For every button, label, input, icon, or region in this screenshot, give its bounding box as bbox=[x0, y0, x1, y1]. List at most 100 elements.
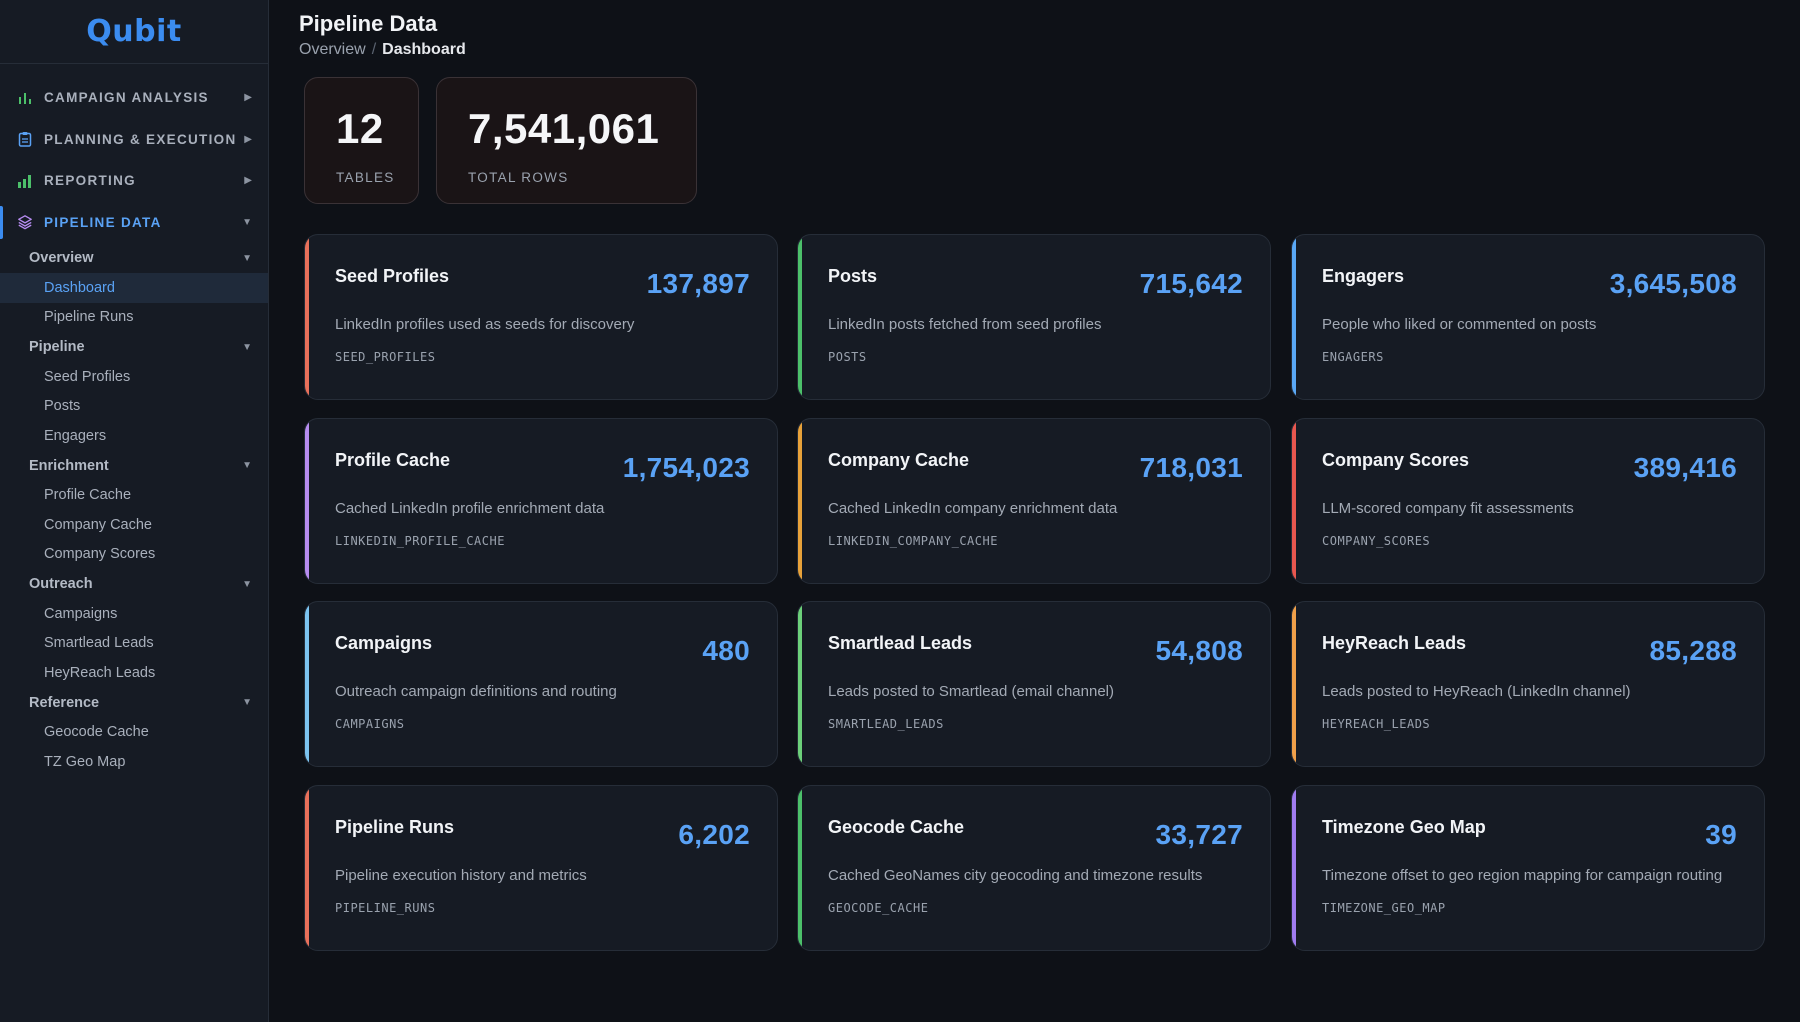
page-title: Pipeline Data bbox=[299, 11, 438, 36]
card-title: Seed Profiles bbox=[335, 266, 450, 286]
table-card[interactable]: Company Cache 718,031 Cached LinkedIn comp… bbox=[797, 418, 1271, 584]
card-header: Timezone Geo Map 39 bbox=[1322, 816, 1737, 851]
nav-group-outreach[interactable]: Outreach ▼ bbox=[0, 569, 268, 599]
caret-down-icon: ▼ bbox=[242, 697, 252, 708]
card-row-count: 137,897 bbox=[646, 268, 750, 299]
nav-item-company-cache[interactable]: Company Cache bbox=[44, 516, 152, 533]
table-card[interactable]: Geocode Cache 33,727 Cached GeoNames city … bbox=[797, 785, 1271, 951]
clipboard-icon bbox=[17, 131, 33, 147]
card-header: Campaigns 480 bbox=[335, 632, 750, 667]
card-description: Outreach campaign definitions and routin… bbox=[335, 683, 617, 700]
table-card[interactable]: Posts 715,642 LinkedIn posts fetched from … bbox=[797, 234, 1271, 400]
card-description: LLM-scored company fit assessments bbox=[1322, 500, 1574, 517]
card-title: Engagers bbox=[1322, 266, 1405, 286]
card-title: HeyReach Leads bbox=[1322, 633, 1467, 653]
nav-section-planning-execution[interactable]: PLANNING & EXECUTION ▶ bbox=[0, 119, 268, 161]
card-header: Company Scores 389,416 bbox=[1322, 449, 1737, 484]
card-row-count: 389,416 bbox=[1633, 452, 1737, 483]
nav-section-label: PIPELINE DATA bbox=[44, 214, 162, 230]
nav-group-overview[interactable]: Overview ▼ bbox=[0, 243, 268, 273]
card-description: LinkedIn posts fetched from seed profile… bbox=[828, 316, 1102, 333]
card-header: Engagers 3,645,508 bbox=[1322, 265, 1737, 300]
nav-section-pipeline-data[interactable]: PIPELINE DATA ▼ bbox=[0, 202, 268, 244]
card-description: Cached GeoNames city geocoding and timez… bbox=[828, 867, 1203, 884]
nav-group-label: Enrichment bbox=[29, 457, 109, 474]
stat-tables: 12 TABLES bbox=[304, 77, 419, 204]
stat-label: TOTAL ROWS bbox=[468, 170, 569, 185]
nav-group-reference[interactable]: Reference ▼ bbox=[0, 688, 268, 718]
card-table-name: SEED_PROFILES bbox=[335, 350, 436, 364]
card-title: Smartlead Leads bbox=[828, 633, 973, 653]
nav-item-tz-geo-map[interactable]: TZ Geo Map bbox=[44, 753, 126, 770]
logo[interactable]: Qubit bbox=[0, 0, 268, 64]
card-description: Pipeline execution history and metrics bbox=[335, 867, 587, 884]
nav-item-posts[interactable]: Posts bbox=[44, 398, 81, 415]
logo-rest: ubit bbox=[112, 14, 182, 49]
card-row-count: 3,645,508 bbox=[1609, 268, 1737, 299]
table-card[interactable]: Smartlead Leads 54,808 Leads posted to Sma… bbox=[797, 601, 1271, 767]
card-table-name: TIMEZONE_GEO_MAP bbox=[1322, 901, 1446, 915]
nav-item-geocode-cache[interactable]: Geocode Cache bbox=[44, 724, 149, 741]
card-description: LinkedIn profiles used as seeds for disc… bbox=[335, 316, 635, 333]
caret-down-icon: ▼ bbox=[242, 216, 252, 228]
nav-item-campaigns[interactable]: Campaigns bbox=[44, 605, 118, 622]
card-table-name: LINKEDIN_COMPANY_CACHE bbox=[828, 534, 998, 548]
nav-item-seed-profiles[interactable]: Seed Profiles bbox=[44, 368, 131, 385]
nav-item-dashboard[interactable]: Dashboard bbox=[0, 273, 268, 303]
table-card[interactable]: Engagers 3,645,508 People who liked or com… bbox=[1291, 234, 1765, 400]
card-title: Timezone Geo Map bbox=[1322, 817, 1486, 837]
card-title: Posts bbox=[828, 266, 878, 286]
card-title: Company Cache bbox=[828, 450, 970, 470]
table-card[interactable]: Campaigns 480 Outreach campaign definition… bbox=[304, 601, 778, 767]
nav-section-campaign-analysis[interactable]: CAMPAIGN ANALYSIS ▶ bbox=[0, 77, 268, 119]
table-card[interactable]: Pipeline Runs 6,202 Pipeline execution his… bbox=[304, 785, 778, 951]
table-card[interactable]: Seed Profiles 137,897 LinkedIn profiles us… bbox=[304, 234, 778, 400]
nav-item-smartlead-leads[interactable]: Smartlead Leads bbox=[44, 635, 154, 652]
logo-text: Qubit bbox=[86, 14, 181, 49]
card-row-count: 33,727 bbox=[1155, 819, 1243, 850]
nav-section-label: PLANNING & EXECUTION bbox=[44, 131, 237, 147]
stat-value: 7,541,061 bbox=[468, 105, 660, 152]
card-header: Smartlead Leads 54,808 bbox=[828, 632, 1243, 667]
nav-group-enrichment[interactable]: Enrichment ▼ bbox=[0, 451, 268, 481]
nav-item-profile-cache[interactable]: Profile Cache bbox=[44, 487, 132, 504]
nav-item-pipeline-runs[interactable]: Pipeline Runs bbox=[44, 309, 134, 326]
stat-label: TABLES bbox=[336, 170, 395, 185]
breadcrumb-current: Dashboard bbox=[382, 41, 466, 58]
breadcrumb-separator: / bbox=[371, 41, 377, 58]
card-header: Profile Cache 1,754,023 bbox=[335, 449, 750, 484]
table-card[interactable]: Timezone Geo Map 39 Timezone offset to geo… bbox=[1291, 785, 1765, 951]
card-header: Posts 715,642 bbox=[828, 265, 1243, 300]
table-card[interactable]: HeyReach Leads 85,288 Leads posted to HeyR… bbox=[1291, 601, 1765, 767]
card-header: Seed Profiles 137,897 bbox=[335, 265, 750, 300]
card-row-count: 39 bbox=[1705, 819, 1737, 850]
card-description: People who liked or commented on posts bbox=[1322, 316, 1597, 333]
nav-item-heyreach-leads[interactable]: HeyReach Leads bbox=[44, 664, 156, 681]
nav-item-engagers[interactable]: Engagers bbox=[44, 427, 107, 444]
card-table-name: HEYREACH_LEADS bbox=[1322, 717, 1431, 731]
breadcrumb-parent[interactable]: Overview bbox=[299, 41, 366, 58]
bar-chart-icon bbox=[17, 90, 33, 106]
card-header: Pipeline Runs 6,202 bbox=[335, 816, 750, 851]
nav-section-reporting[interactable]: REPORTING ▶ bbox=[0, 160, 268, 202]
card-table-name: GEOCODE_CACHE bbox=[828, 901, 929, 915]
caret-down-icon: ▼ bbox=[242, 460, 252, 471]
nav-group-pipeline[interactable]: Pipeline ▼ bbox=[0, 332, 268, 362]
nav-section-label: REPORTING bbox=[44, 173, 136, 189]
caret-down-icon: ▼ bbox=[242, 341, 252, 353]
caret-right-icon: ▶ bbox=[244, 175, 252, 187]
caret-down-icon: ▼ bbox=[242, 252, 252, 264]
card-title: Campaigns bbox=[335, 633, 433, 653]
card-table-name: PIPELINE_RUNS bbox=[335, 901, 436, 915]
table-card[interactable]: Company Scores 389,416 LLM-scored company … bbox=[1291, 418, 1765, 584]
card-description: Leads posted to HeyReach (LinkedIn chann… bbox=[1322, 683, 1631, 700]
card-row-count: 715,642 bbox=[1139, 268, 1243, 299]
card-row-count: 85,288 bbox=[1649, 635, 1737, 666]
bar-chart-filled-icon bbox=[17, 173, 33, 189]
table-card[interactable]: Profile Cache 1,754,023 Cached LinkedIn pr… bbox=[304, 418, 778, 584]
card-title: Pipeline Runs bbox=[335, 817, 455, 837]
nav-item-company-scores[interactable]: Company Scores bbox=[44, 546, 156, 563]
card-table-name: ENGAGERS bbox=[1322, 350, 1384, 364]
nav-group-label: Pipeline bbox=[29, 339, 85, 355]
card-table-name: POSTS bbox=[828, 350, 867, 364]
